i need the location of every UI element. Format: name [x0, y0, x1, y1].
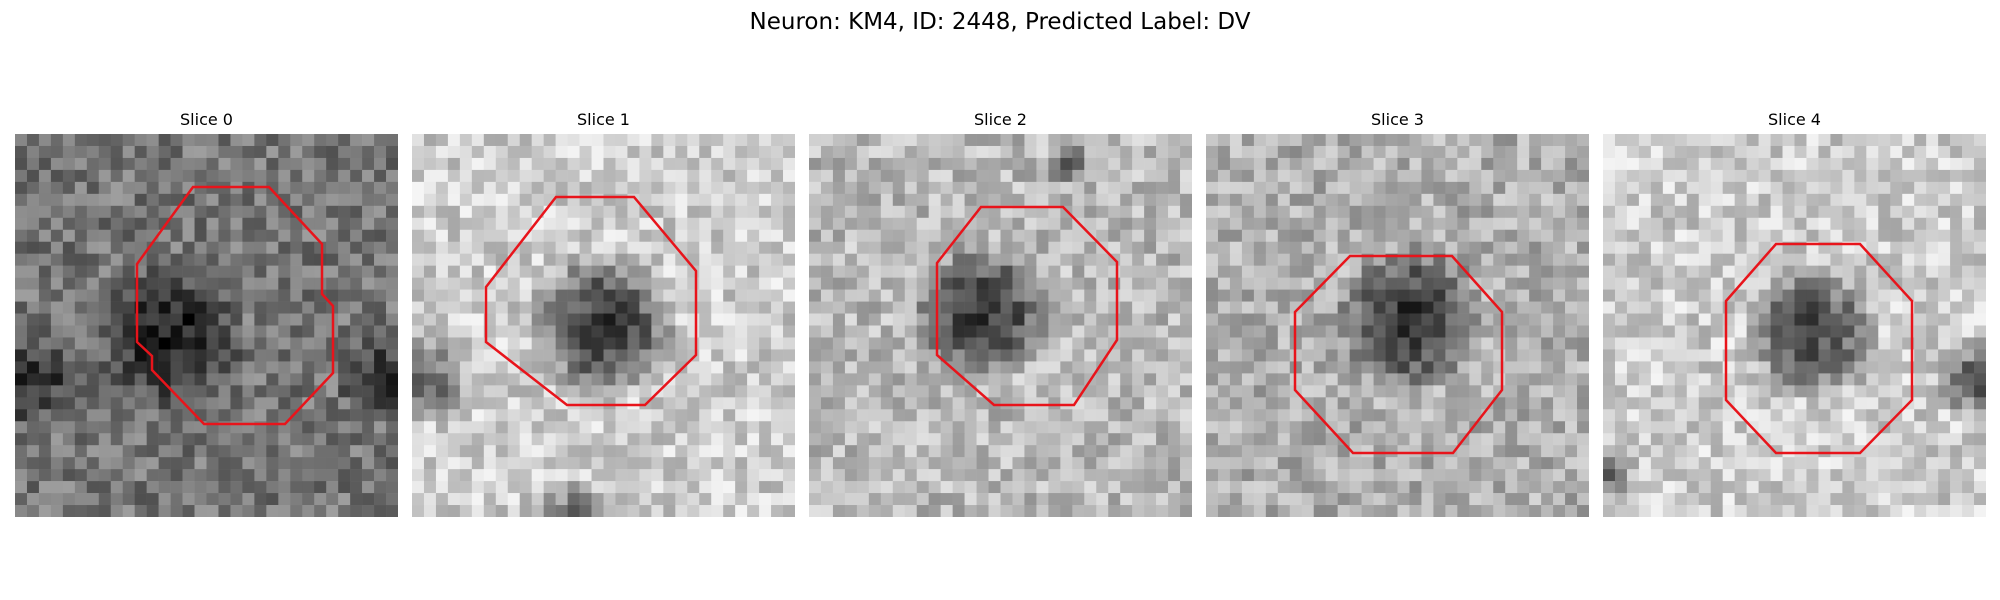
roi-contour — [484, 195, 698, 407]
slice-panel: Slice 3 — [1206, 110, 1589, 517]
slice-image — [809, 134, 1192, 517]
slice-panel: Slice 2 — [809, 110, 1192, 517]
roi-contour — [1724, 242, 1914, 455]
slice-title: Slice 1 — [577, 110, 630, 129]
slice-image — [1206, 134, 1589, 517]
slice-panel: Slice 1 — [412, 110, 795, 517]
slice-title: Slice 4 — [1768, 110, 1821, 129]
grayscale-patch — [15, 134, 398, 517]
roi-contour — [935, 205, 1119, 407]
roi-contour — [1293, 254, 1504, 455]
grayscale-patch — [412, 134, 795, 517]
slice-image — [15, 134, 398, 517]
grayscale-patch — [1206, 134, 1589, 517]
slice-title: Slice 0 — [180, 110, 233, 129]
slice-title: Slice 2 — [974, 110, 1027, 129]
slice-panel: Slice 4 — [1603, 110, 1986, 517]
roi-contour — [135, 185, 335, 426]
slice-image — [412, 134, 795, 517]
figure-title: Neuron: KM4, ID: 2448, Predicted Label: … — [749, 9, 1251, 35]
grayscale-patch — [1603, 134, 1986, 517]
slice-title: Slice 3 — [1371, 110, 1424, 129]
grayscale-patch — [809, 134, 1192, 517]
slice-image — [1603, 134, 1986, 517]
slice-panel: Slice 0 — [15, 110, 398, 517]
